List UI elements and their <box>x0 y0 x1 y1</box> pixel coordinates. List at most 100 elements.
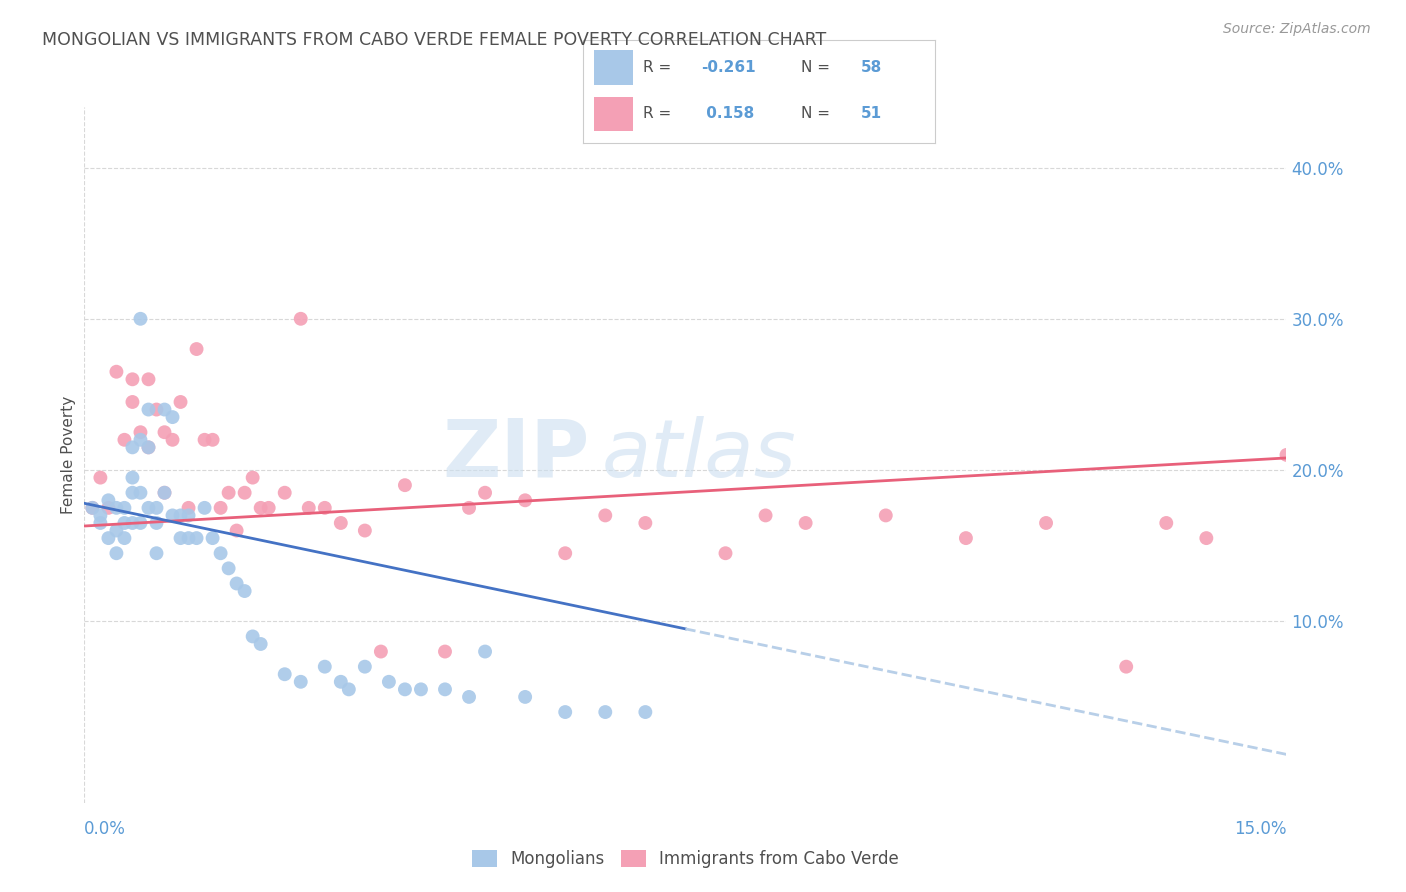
Point <box>114 500 135 515</box>
Point <box>114 531 135 545</box>
Point <box>201 531 224 545</box>
Point <box>394 478 416 492</box>
Point <box>274 667 297 681</box>
Point <box>1195 531 1218 545</box>
Point <box>186 342 208 356</box>
Point <box>186 531 208 545</box>
Point <box>434 644 457 658</box>
Point <box>225 524 247 538</box>
Point <box>515 493 537 508</box>
Text: Source: ZipAtlas.com: Source: ZipAtlas.com <box>1223 22 1371 37</box>
Point <box>82 500 104 515</box>
Point <box>955 531 977 545</box>
Point <box>138 441 160 455</box>
Point <box>634 705 657 719</box>
Legend: Mongolians, Immigrants from Cabo Verde: Mongolians, Immigrants from Cabo Verde <box>465 843 905 874</box>
Point <box>138 372 160 386</box>
Point <box>97 500 120 515</box>
Point <box>242 629 264 643</box>
Text: R =: R = <box>644 61 676 75</box>
Point <box>145 402 167 417</box>
Point <box>329 516 352 530</box>
Point <box>409 682 432 697</box>
Point <box>138 500 160 515</box>
Point <box>290 674 312 689</box>
Point <box>233 584 256 599</box>
Text: ZIP: ZIP <box>441 416 589 494</box>
Point <box>354 659 377 673</box>
Point <box>121 485 143 500</box>
Point <box>162 508 184 523</box>
Point <box>121 470 143 484</box>
Text: 0.158: 0.158 <box>702 106 755 121</box>
Point <box>169 508 191 523</box>
Point <box>162 410 184 425</box>
Point <box>458 500 481 515</box>
Point <box>474 485 496 500</box>
Text: 0.0%: 0.0% <box>84 820 127 838</box>
Point <box>394 682 416 697</box>
Point <box>145 516 167 530</box>
Point <box>337 682 360 697</box>
Point <box>153 402 176 417</box>
Text: R =: R = <box>644 106 676 121</box>
Point <box>82 500 104 515</box>
Point <box>218 561 240 575</box>
Point <box>233 485 256 500</box>
Text: MONGOLIAN VS IMMIGRANTS FROM CABO VERDE FEMALE POVERTY CORRELATION CHART: MONGOLIAN VS IMMIGRANTS FROM CABO VERDE … <box>42 31 827 49</box>
Point <box>129 516 152 530</box>
Point <box>138 441 160 455</box>
Text: 51: 51 <box>860 106 883 121</box>
Point <box>1275 448 1298 462</box>
Point <box>89 516 111 530</box>
Point <box>169 395 191 409</box>
Point <box>145 500 167 515</box>
Point <box>105 365 128 379</box>
Point <box>97 493 120 508</box>
Point <box>370 644 392 658</box>
Point <box>218 485 240 500</box>
Text: -0.261: -0.261 <box>702 61 756 75</box>
Point <box>121 516 143 530</box>
Point <box>554 705 576 719</box>
Point <box>129 425 152 440</box>
Point <box>314 659 336 673</box>
Point <box>209 546 232 560</box>
Point <box>1115 659 1137 673</box>
Point <box>515 690 537 704</box>
Point <box>121 372 143 386</box>
Point <box>121 441 143 455</box>
Point <box>105 500 128 515</box>
Point <box>290 311 312 326</box>
Point <box>249 500 271 515</box>
Point <box>794 516 817 530</box>
Y-axis label: Female Poverty: Female Poverty <box>60 396 76 514</box>
Bar <box>593 96 633 131</box>
Point <box>354 524 377 538</box>
Point <box>314 500 336 515</box>
Point <box>138 402 160 417</box>
Point <box>875 508 897 523</box>
Point <box>177 508 200 523</box>
Bar <box>593 50 633 86</box>
Point <box>274 485 297 500</box>
Text: N =: N = <box>801 61 835 75</box>
Point <box>714 546 737 560</box>
Point <box>595 705 617 719</box>
Point <box>201 433 224 447</box>
Point <box>129 311 152 326</box>
Point <box>114 516 135 530</box>
Point <box>153 485 176 500</box>
Point <box>129 485 152 500</box>
Point <box>105 546 128 560</box>
Point <box>378 674 401 689</box>
Point <box>329 674 352 689</box>
Point <box>89 508 111 523</box>
Text: N =: N = <box>801 106 835 121</box>
Point <box>225 576 247 591</box>
Point <box>194 500 217 515</box>
Point <box>298 500 321 515</box>
Point <box>434 682 457 697</box>
Point <box>1035 516 1057 530</box>
Point <box>249 637 271 651</box>
